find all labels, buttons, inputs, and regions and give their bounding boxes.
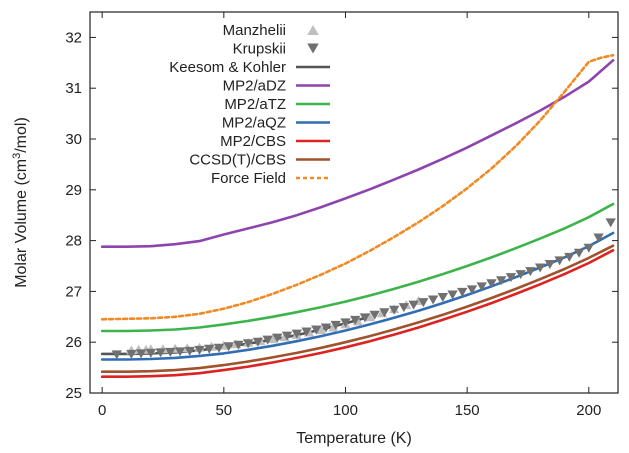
- legend-label-keesom-kohler: Keesom & Kohler: [169, 59, 286, 76]
- x-axis-title: Temperature (K): [296, 430, 412, 447]
- y-tick-label: 31: [65, 80, 82, 97]
- data-point-krupskii: [427, 295, 439, 305]
- data-point-krupskii: [145, 348, 157, 358]
- data-point-krupskii: [350, 315, 361, 325]
- data-point-krupskii: [213, 343, 225, 353]
- series-line-mp2-adz: [100, 58, 615, 248]
- legend-label-mp2-atz: MP2/aTZ: [224, 96, 286, 113]
- data-point-krupskii: [457, 287, 468, 297]
- data-point-krupskii: [320, 323, 332, 333]
- y-tick-label: 30: [65, 131, 82, 148]
- y-tick-label: 29: [65, 182, 82, 199]
- legend-swatch-manzhelii: [307, 25, 319, 35]
- data-point-krupskii: [593, 233, 604, 243]
- data-point-manzhelii: [364, 312, 375, 322]
- data-point-krupskii: [573, 248, 585, 258]
- data-point-krupskii: [496, 276, 507, 286]
- data-point-krupskii: [301, 327, 312, 337]
- y-axis-title-unit: /mol): [13, 117, 30, 153]
- plot-area: [89, 11, 619, 394]
- data-point-krupskii: [466, 285, 478, 295]
- data-point-krupskii: [544, 259, 556, 269]
- data-point-krupskii: [165, 347, 176, 357]
- x-tick-label: 100: [333, 402, 358, 419]
- data-point-krupskii: [126, 349, 137, 359]
- data-point-krupskii: [184, 346, 195, 356]
- data-point-krupskii: [223, 342, 234, 352]
- y-tick-label: 27: [65, 283, 82, 300]
- data-point-krupskii: [398, 303, 410, 313]
- data-point-krupskii: [437, 292, 448, 302]
- series-line-mp2-aqz: [100, 231, 615, 361]
- series-line-mp2-cbs: [100, 249, 615, 379]
- data-point-krupskii: [291, 329, 302, 339]
- data-point-krupskii: [379, 308, 390, 318]
- data-point-krupskii: [534, 263, 546, 273]
- legend-label-krupskii: Krupskii: [233, 41, 286, 58]
- data-point-krupskii: [554, 256, 565, 266]
- data-point-krupskii: [505, 273, 517, 283]
- data-point-krupskii: [272, 333, 283, 343]
- data-point-krupskii: [340, 318, 351, 328]
- y-axis-title-main: Molar Volume (cm: [13, 159, 30, 288]
- axes-layer: 0 50 100 150 200 25 26 27 28 29 30 31 32: [65, 12, 618, 419]
- data-point-krupskii: [418, 298, 429, 308]
- data-point-krupskii: [281, 331, 293, 341]
- data-point-krupskii: [369, 310, 380, 320]
- data-point-manzhelii: [315, 325, 327, 334]
- data-point-krupskii: [388, 305, 400, 315]
- data-point-krupskii: [359, 313, 371, 323]
- x-tick-label: 150: [455, 402, 480, 419]
- series-line-mp2-atz: [100, 202, 615, 333]
- data-point-krupskii: [525, 267, 536, 277]
- data-point-krupskii: [583, 243, 594, 253]
- plot-border: [89, 11, 619, 394]
- data-point-krupskii: [408, 300, 419, 310]
- data-point-krupskii: [564, 252, 575, 262]
- series-line-ccsd-t-cbs: [100, 244, 615, 374]
- y-axis-title-superscript: 3: [11, 153, 23, 159]
- data-point-krupskii: [194, 345, 205, 355]
- data-point-manzhelii: [267, 334, 278, 344]
- y-axis-title: Molar Volume (cm3/mol): [11, 117, 30, 288]
- legend-label-force-field: Force Field: [211, 170, 286, 187]
- y-tick-label: 26: [65, 334, 82, 351]
- data-point-krupskii: [233, 340, 244, 350]
- x-tick-label: 200: [576, 402, 601, 419]
- series-line-force-field: [100, 53, 615, 321]
- data-point-krupskii: [605, 218, 616, 228]
- legend-label-mp2-adz: MP2/aDZ: [223, 78, 286, 95]
- x-tick-label: 50: [215, 402, 232, 419]
- data-point-krupskii: [242, 339, 254, 349]
- data-point-krupskii: [111, 350, 122, 360]
- y-tick-label: 25: [65, 385, 82, 402]
- data-point-krupskii: [204, 344, 215, 354]
- data-point-krupskii: [311, 325, 322, 335]
- data-point-krupskii: [476, 282, 487, 292]
- data-point-krupskii: [135, 349, 147, 359]
- y-tick-label: 28: [65, 233, 82, 250]
- data-point-krupskii: [174, 347, 186, 357]
- legend-label-manzhelii: Manzhelii: [223, 22, 286, 39]
- series-layer: [100, 53, 616, 379]
- data-point-krupskii: [515, 270, 526, 280]
- data-point-krupskii: [447, 290, 458, 300]
- legend-swatch-krupskii: [307, 43, 319, 54]
- y-tick-label: 32: [65, 29, 82, 46]
- data-point-krupskii: [262, 335, 273, 345]
- legend-label-mp2-cbs: MP2/CBS: [220, 133, 286, 150]
- legend-label-ccsd-t-cbs: CCSD(T)/CBS: [189, 152, 286, 169]
- data-point-krupskii: [486, 279, 497, 289]
- x-tick-label: 0: [98, 402, 106, 419]
- data-point-krupskii: [155, 348, 166, 358]
- data-point-krupskii: [330, 320, 341, 330]
- data-point-krupskii: [252, 337, 264, 347]
- legend-label-mp2-aqz: MP2/aQZ: [222, 115, 286, 132]
